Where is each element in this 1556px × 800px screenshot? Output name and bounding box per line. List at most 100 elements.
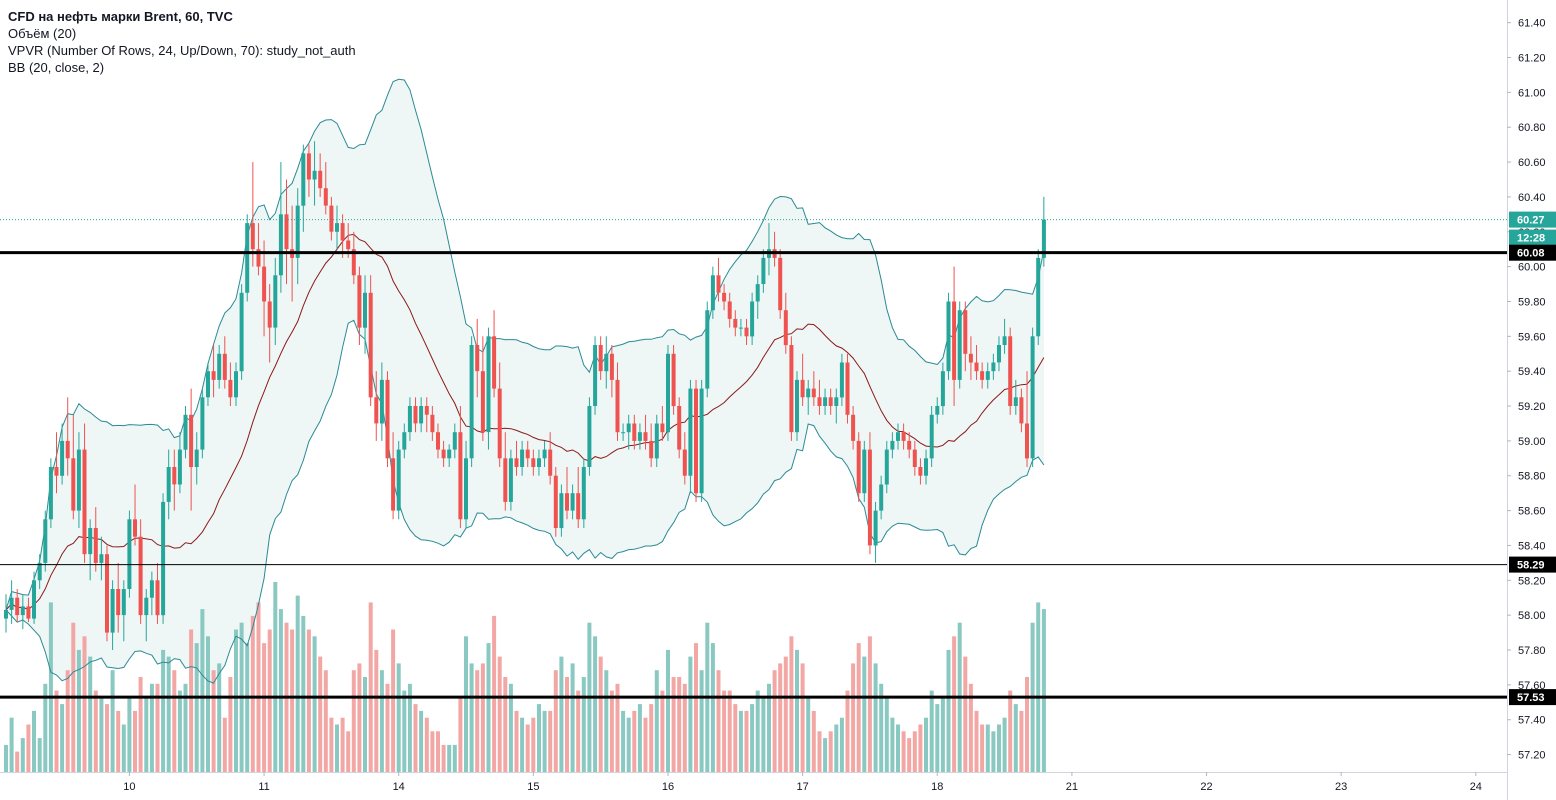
volume-bar — [828, 731, 833, 772]
candle-body — [155, 580, 160, 616]
volume-bar — [278, 609, 283, 772]
candle-body — [722, 292, 727, 302]
candle-body — [929, 414, 934, 459]
candle-body — [368, 292, 373, 398]
volume-bar — [486, 643, 491, 772]
level-price-tag-bg — [1509, 244, 1556, 261]
volume-bar — [295, 595, 300, 772]
candle-body — [407, 406, 412, 433]
volume-bar — [43, 683, 48, 772]
candle-body — [9, 597, 14, 610]
volume-bar — [430, 731, 435, 772]
candle-body — [671, 353, 676, 407]
candle-body — [811, 388, 816, 398]
price-tick-label: 59.20 — [1518, 401, 1546, 413]
volume-bar — [480, 663, 485, 772]
volume-bar — [733, 704, 738, 772]
volume-bar — [576, 690, 581, 772]
candle-body — [318, 170, 323, 189]
volume-bar — [245, 643, 250, 772]
volume-bar — [671, 677, 676, 772]
candle-body — [419, 406, 424, 424]
candle-body — [593, 345, 598, 406]
time-axis[interactable]: 10 11 14 15 16 17 18 21 22 23 24 — [0, 772, 1507, 793]
candle-body — [177, 449, 182, 485]
time-tick-label: 10 — [123, 781, 135, 793]
candles-layer — [4, 141, 1046, 650]
candle-body — [99, 554, 104, 563]
volume-bar — [548, 710, 553, 772]
volume-bar — [935, 704, 940, 772]
volume-bar — [15, 751, 20, 772]
candle-body — [834, 397, 839, 406]
candle-body — [952, 301, 957, 380]
candle-body — [795, 379, 799, 433]
candle-body — [553, 475, 558, 528]
candle-body — [217, 353, 222, 380]
legend-volume-study[interactable]: Объём (20) — [8, 26, 77, 41]
price-axis[interactable]: 61.4061.2061.0060.8060.6060.4060.2060.00… — [1507, 0, 1546, 800]
price-tags: 60.27 12:28 60.08 58.29 57.53 — [1509, 211, 1556, 706]
volume-bar — [329, 717, 334, 772]
candle-body — [1013, 397, 1018, 406]
candle-body — [374, 397, 379, 424]
volume-bar — [206, 636, 210, 772]
candle-body — [436, 432, 440, 450]
volume-bar — [604, 670, 609, 772]
price-tick-label: 61.20 — [1518, 53, 1546, 65]
volume-bar — [767, 683, 771, 772]
volume-bar — [755, 690, 760, 772]
volume-bar — [290, 629, 295, 772]
candle-body — [924, 458, 928, 476]
volume-bar — [565, 677, 569, 772]
volume-bar — [273, 582, 278, 772]
candle-body — [475, 345, 480, 372]
price-tick-label: 59.00 — [1518, 436, 1546, 448]
candle-body — [609, 353, 614, 380]
candle-body — [940, 371, 945, 407]
price-tick-label: 61.00 — [1518, 87, 1546, 99]
candle-body — [172, 467, 177, 485]
time-tick-label: 22 — [1200, 781, 1212, 793]
volume-bar — [901, 731, 906, 772]
volume-bar — [834, 724, 839, 772]
volume-bar — [88, 656, 93, 772]
volume-bar — [99, 697, 104, 772]
candle-body — [284, 214, 289, 250]
legend-symbol[interactable]: CFD на нефть марки Brent, 60, TVC — [8, 9, 233, 24]
candle-body — [879, 484, 884, 511]
volume-bar — [161, 649, 166, 772]
volume-bar — [783, 656, 788, 772]
bollinger-fill — [6, 79, 1044, 684]
volume-bar — [1036, 602, 1041, 772]
candle-body — [688, 388, 693, 476]
time-tick-label: 15 — [527, 781, 539, 793]
volume-bar — [570, 663, 575, 772]
volume-bar — [654, 670, 659, 772]
volume-bar — [722, 690, 727, 772]
candle-body — [486, 336, 491, 433]
candle-body — [441, 449, 446, 459]
candle-body — [430, 414, 435, 433]
candle-body — [250, 223, 255, 250]
candle-body — [755, 284, 760, 302]
candle-body — [48, 467, 53, 520]
volume-bar — [385, 683, 390, 772]
volume-bar — [9, 717, 14, 772]
volume-bar — [598, 656, 603, 772]
volume-bar — [918, 724, 923, 772]
candle-body — [727, 301, 732, 319]
volume-bar — [750, 704, 755, 772]
candle-body — [946, 301, 951, 372]
candle-body — [559, 493, 564, 529]
legend-vpvr-study[interactable]: VPVR (Number Of Rows, 24, Up/Down, 70): … — [8, 43, 356, 58]
candle-body — [105, 554, 109, 633]
volume-bar — [318, 656, 323, 772]
price-tick-label: 58.80 — [1518, 471, 1546, 483]
legend-bb-study[interactable]: BB (20, close, 2) — [8, 60, 105, 75]
volume-bar — [110, 670, 115, 772]
candle-body — [295, 205, 300, 258]
volume-bar — [424, 717, 429, 772]
time-tick-label: 14 — [393, 781, 405, 793]
